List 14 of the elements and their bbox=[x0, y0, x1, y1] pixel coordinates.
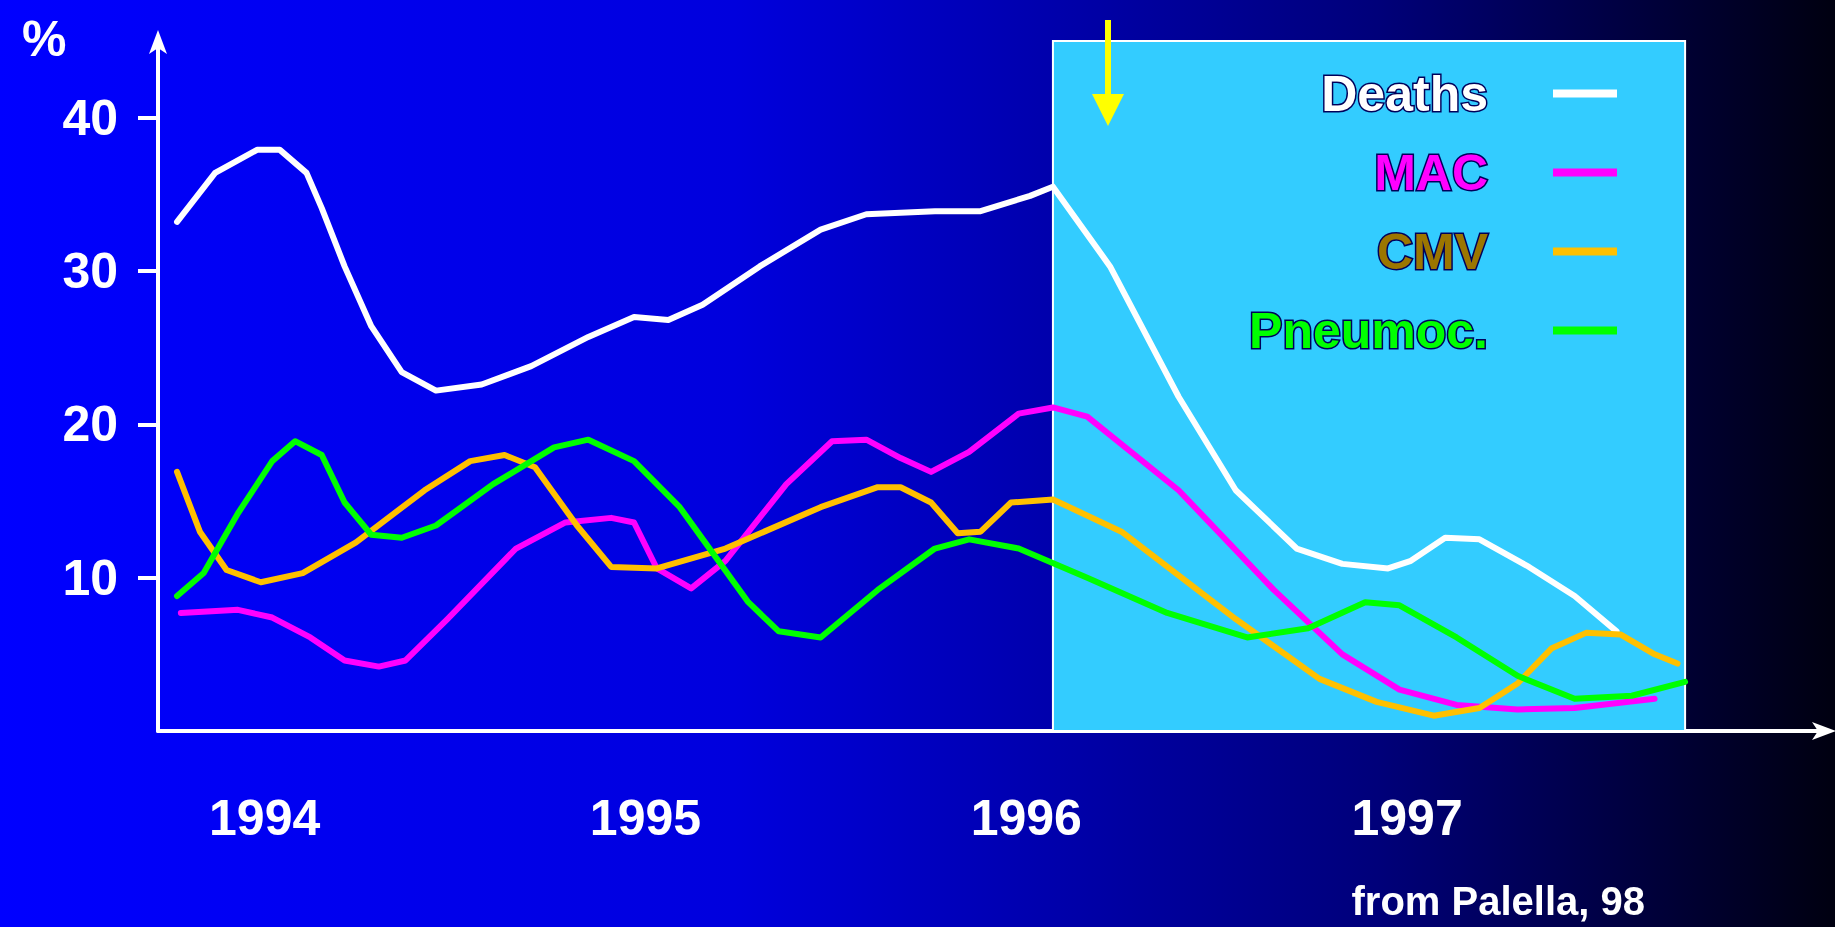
x-tick-label: 1995 bbox=[589, 790, 702, 846]
legend-label: Pneumoc. bbox=[1249, 302, 1488, 359]
y-tick-label: 40 bbox=[62, 89, 118, 146]
x-tick-label: 1994 bbox=[209, 790, 321, 846]
legend-label: MAC bbox=[1374, 144, 1488, 201]
x-tick-label: 1996 bbox=[970, 790, 1082, 846]
y-tick-label: 20 bbox=[62, 396, 118, 453]
text: from Palella, 98 bbox=[1351, 879, 1646, 923]
legend-label: Deaths bbox=[1321, 65, 1488, 122]
y-axis-title: % bbox=[22, 11, 67, 67]
legend-label: CMV bbox=[1376, 223, 1489, 280]
x-tick-label: 1997 bbox=[1351, 790, 1463, 846]
y-tick-label: 30 bbox=[62, 243, 118, 299]
y-tick-label: 10 bbox=[62, 549, 118, 606]
